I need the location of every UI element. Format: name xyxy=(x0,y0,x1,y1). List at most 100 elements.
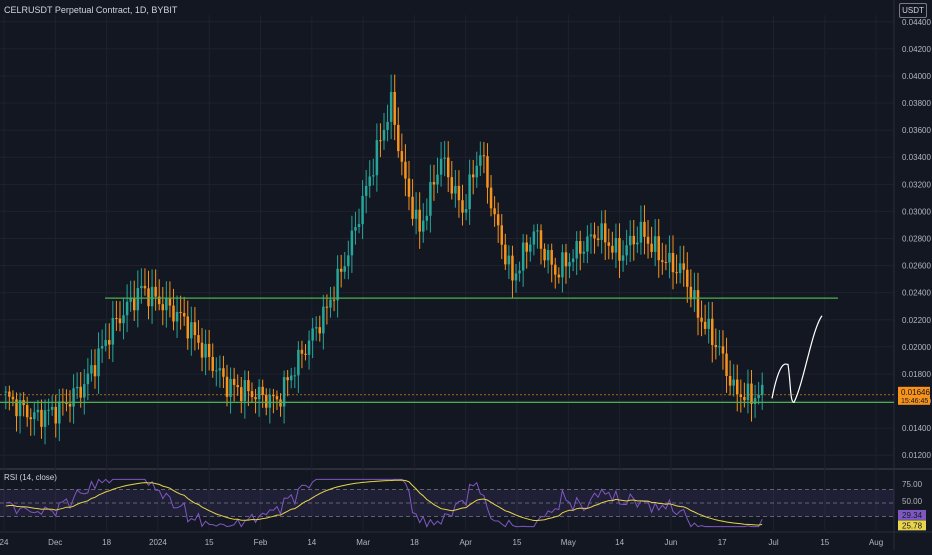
candle-body xyxy=(179,311,182,313)
candle-body xyxy=(568,262,571,267)
symbol-title: CELRUSDT Perpetual Contract, 1D, BYBIT xyxy=(4,5,178,15)
candle-body xyxy=(97,348,100,377)
candle-body xyxy=(307,340,311,355)
candle-body xyxy=(511,255,514,281)
y-tick-label: 0.03800 xyxy=(902,99,931,108)
candle-body xyxy=(760,384,764,395)
candle-body xyxy=(653,236,657,252)
candle-body xyxy=(18,400,22,417)
candle-body xyxy=(265,394,268,408)
candle-body xyxy=(432,181,436,185)
candle-body xyxy=(143,285,147,289)
candle-body xyxy=(507,255,511,265)
candle-body xyxy=(15,399,18,417)
candle-body xyxy=(429,181,432,216)
candle-body xyxy=(743,396,746,401)
candle-body xyxy=(632,235,636,245)
price-label-bg xyxy=(898,386,930,405)
candle-body xyxy=(47,409,50,411)
candle-body xyxy=(136,288,140,311)
x-tick-label: 15 xyxy=(513,538,522,547)
candle-body xyxy=(243,380,247,402)
candle-body xyxy=(686,269,689,287)
y-tick-label: 0.03600 xyxy=(902,126,931,135)
candle-body xyxy=(354,227,357,231)
candle-body xyxy=(65,402,68,404)
rsi-value-bg xyxy=(898,520,926,531)
candle-body xyxy=(707,318,710,329)
candle-body xyxy=(257,386,261,400)
candle-body xyxy=(222,368,225,377)
candle-body xyxy=(536,230,539,232)
candle-body xyxy=(8,391,11,397)
y-tick-label: 0.02200 xyxy=(902,316,931,325)
candle-body xyxy=(514,273,518,281)
candle-body xyxy=(443,157,446,159)
candle-body xyxy=(261,386,264,395)
candle-body xyxy=(422,220,425,232)
x-tick-label: 24 xyxy=(0,538,9,547)
candle-body xyxy=(753,398,757,404)
candle-body xyxy=(289,375,293,381)
candle-body xyxy=(725,353,728,376)
candle-body xyxy=(254,397,257,400)
candle-body xyxy=(350,230,354,256)
y-tick-label: 0.02600 xyxy=(902,262,931,271)
candle-body xyxy=(657,236,660,261)
y-tick-label: 0.02000 xyxy=(902,343,931,352)
candle-body xyxy=(475,165,479,178)
candle-body xyxy=(347,255,350,267)
y-tick-label: 0.01400 xyxy=(902,424,931,433)
x-tick-label: Mar xyxy=(356,538,370,547)
y-tick-label: 0.04200 xyxy=(902,45,931,54)
candle-body xyxy=(125,301,129,316)
countdown-label: 15:46:45 xyxy=(901,398,928,405)
candle-body xyxy=(593,234,596,239)
candle-body xyxy=(325,306,329,308)
candle-body xyxy=(411,196,414,219)
candle-body xyxy=(157,296,161,305)
candle-body xyxy=(618,238,621,261)
y-tick-label: 0.03400 xyxy=(902,153,931,162)
candle-body xyxy=(147,288,150,307)
x-tick-label: Apr xyxy=(459,538,472,547)
candle-body xyxy=(696,290,700,318)
candle-body xyxy=(240,387,243,402)
x-tick-label: 15 xyxy=(205,538,214,547)
candle-body xyxy=(693,290,696,300)
candle-body xyxy=(557,274,561,278)
candle-body xyxy=(646,236,650,244)
y-tick-label: 0.01800 xyxy=(902,370,931,379)
candle-body xyxy=(286,377,289,381)
x-tick-label: 2024 xyxy=(149,538,167,547)
candle-body xyxy=(582,251,586,254)
candle-body xyxy=(100,346,104,349)
candle-body xyxy=(529,244,532,252)
candle-body xyxy=(375,140,379,176)
y-tick-label: 0.03200 xyxy=(902,180,931,189)
candle-body xyxy=(386,121,389,130)
candle-body xyxy=(397,124,400,152)
candle-body xyxy=(703,321,707,329)
candle-body xyxy=(361,195,364,225)
rsi-value-label: 50.00 xyxy=(902,497,923,506)
candle-body xyxy=(132,298,136,311)
candle-body xyxy=(229,378,232,397)
x-tick-label: Aug xyxy=(869,538,883,547)
candle-body xyxy=(25,405,29,418)
candle-body xyxy=(50,406,54,410)
candle-body xyxy=(339,268,343,272)
candle-body xyxy=(236,384,239,388)
candle-body xyxy=(129,298,132,302)
y-tick-label: 0.02800 xyxy=(902,235,931,244)
x-tick-label: May xyxy=(561,538,576,547)
candle-body xyxy=(86,373,90,385)
candle-body xyxy=(446,157,450,178)
candle-body xyxy=(336,268,339,301)
candle-body xyxy=(636,242,639,245)
rsi-value-label: 25.78 xyxy=(902,521,923,530)
currency-button[interactable]: USDT xyxy=(899,3,927,18)
candle-body xyxy=(304,353,307,355)
